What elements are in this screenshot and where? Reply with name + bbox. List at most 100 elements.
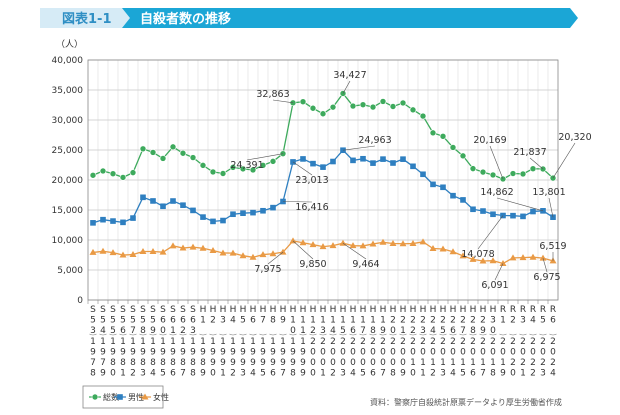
- x-tick-label-era: H21: [398, 305, 408, 337]
- total-point: [429, 129, 437, 137]
- legend-marker-square-icon: [117, 394, 123, 400]
- total-point: [179, 149, 187, 157]
- label-leader: [496, 197, 544, 212]
- x-tick-label-era: H1: [198, 305, 208, 326]
- era-year-bracket: [369, 333, 377, 336]
- total-point: [249, 166, 257, 174]
- era-year-bracket: [99, 333, 107, 336]
- data-label: 13,801: [532, 187, 565, 198]
- label-leader: [292, 240, 314, 260]
- x-tick-label-year: 2007: [378, 337, 388, 379]
- male-point: [510, 212, 516, 219]
- legend: 総数 男性 女性: [82, 385, 169, 409]
- total-point: [189, 154, 197, 161]
- male-point: [140, 194, 146, 201]
- male-point: [440, 184, 446, 191]
- era-year-bracket: [459, 333, 467, 336]
- label-leader: [342, 80, 351, 94]
- male-point: [420, 171, 426, 178]
- female-point: [319, 243, 327, 250]
- male-point: [90, 220, 96, 226]
- x-tick-label-era: S59: [148, 305, 158, 337]
- x-tick-label-year: 2024: [548, 337, 558, 379]
- x-tick-label-era: R6: [548, 305, 558, 326]
- female-point: [309, 241, 317, 248]
- x-tick-label-era: H8: [268, 305, 278, 326]
- y-tick-label: 0: [77, 296, 83, 306]
- x-tick-label-year: 2011: [418, 337, 428, 379]
- female-point: [429, 244, 437, 251]
- x-tick-label-era: H18: [368, 305, 378, 337]
- female-point: [389, 239, 397, 246]
- data-label: 20,320: [558, 132, 591, 143]
- total-point: [329, 103, 337, 111]
- x-tick-label-era: S57: [128, 305, 138, 337]
- data-label: 32,863: [256, 89, 289, 100]
- y-tick-label: 20,000: [52, 176, 84, 186]
- male-point: [190, 207, 196, 214]
- series-female: [89, 237, 557, 266]
- x-tick-label-era: H5: [238, 305, 248, 326]
- male-point: [110, 218, 116, 224]
- era-year-bracket: [229, 333, 237, 336]
- x-tick-label-era: H19: [378, 305, 388, 337]
- era-year-bracket: [209, 333, 217, 336]
- total-point: [489, 171, 497, 179]
- data-label: 6,975: [533, 272, 560, 283]
- female-point: [509, 254, 517, 261]
- x-tick-label-era: R5: [538, 305, 548, 326]
- x-tick-label-era: H3: [218, 305, 228, 326]
- x-tick-label-era: S54: [98, 305, 108, 337]
- female-point: [279, 248, 287, 255]
- era-year-bracket: [479, 333, 487, 336]
- x-tick-label-year: 1988: [188, 337, 198, 379]
- legend-label: 女性: [153, 392, 169, 402]
- legend-label: 総数: [103, 392, 119, 402]
- male-point: [310, 160, 316, 167]
- male-point: [320, 164, 326, 170]
- female-point: [269, 250, 277, 257]
- male-point: [230, 211, 236, 218]
- x-tick-label-year: 2023: [538, 337, 548, 379]
- x-tick-label-era: R2: [508, 305, 518, 326]
- male-point: [130, 215, 136, 221]
- x-tick-label-year: 1981: [118, 337, 128, 379]
- x-tick-label-year: 2003: [338, 337, 348, 379]
- total-point: [529, 165, 537, 173]
- data-labels: 24,391 32,863 34,427 20,169 21,837 20,320 16,4…: [230, 70, 591, 291]
- chart-title: 自殺者数の推移: [140, 11, 231, 27]
- x-tick-label-era: H13: [318, 305, 328, 337]
- data-label: 23,013: [295, 175, 328, 186]
- label-leader: [542, 258, 548, 273]
- x-tick-label-year: 2009: [398, 337, 408, 379]
- era-year-bracket: [399, 333, 407, 336]
- x-tick-label-year: 2012: [428, 337, 438, 379]
- total-point: [369, 103, 377, 111]
- plot-frame: [87, 59, 559, 301]
- female-point: [289, 237, 297, 244]
- male-point: [330, 158, 336, 165]
- total-point: [509, 170, 517, 177]
- x-tick-label-era: H24: [428, 305, 438, 337]
- data-label: 6,519: [539, 241, 566, 252]
- figure-header: 図表1-1 自殺者数の推移: [40, 8, 578, 28]
- x-tick-label-year: 1979: [98, 337, 108, 379]
- label-leader: [529, 157, 544, 170]
- x-tick-label-year: 2000: [308, 337, 318, 379]
- era-year-bracket: [309, 333, 317, 336]
- x-tick-label-era: H26: [448, 305, 458, 337]
- x-tick-label-era: S63: [188, 305, 198, 337]
- y-tick-label: 5,000: [57, 266, 83, 276]
- total-point: [209, 168, 217, 176]
- total-point: [419, 112, 427, 120]
- female-point: [199, 244, 207, 251]
- x-tick-label-year: 2022: [528, 337, 538, 379]
- female-point: [89, 248, 97, 255]
- source-note: 資料：警察庁自殺統計原票データより厚生労働省作成: [370, 397, 562, 407]
- male-point: [180, 202, 186, 208]
- total-point: [399, 99, 407, 107]
- female-point: [349, 242, 357, 249]
- era-year-bracket: [119, 333, 127, 336]
- x-tick-label-year: 2017: [478, 337, 488, 379]
- x-tick-label-year: 2014: [448, 337, 458, 379]
